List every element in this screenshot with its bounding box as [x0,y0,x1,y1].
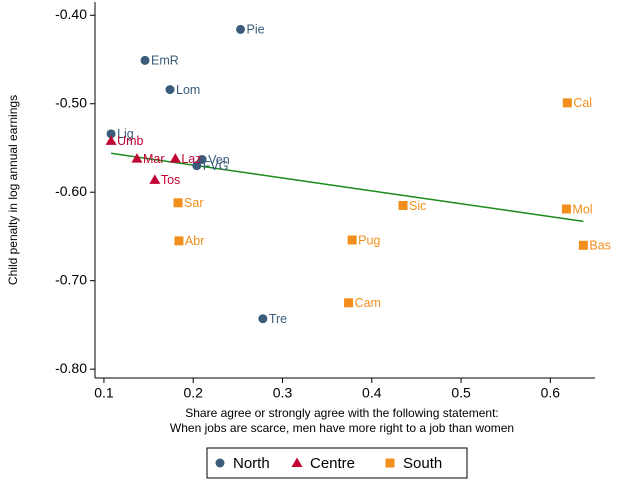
point [165,85,175,95]
point-label: Cal [573,96,592,110]
y-axis-title: Child penalty in log annual earnings [6,95,20,285]
point-label: Sar [184,196,203,210]
y-tick-label: -0.60 [55,183,87,199]
point-label: Pug [358,233,380,247]
legend-marker [385,458,395,468]
point [131,153,143,163]
y-tick-label: -0.50 [55,94,87,110]
x-tick-label: 0.5 [451,385,471,401]
point [106,129,116,139]
fit-line [110,152,584,223]
point [578,240,588,250]
plot-area [95,2,595,378]
point-label: Abr [185,234,204,248]
point [258,314,268,324]
legend-label: North [233,455,270,472]
x-axis-title: Share agree or strongly agree with the f… [185,406,499,420]
legend-label: South [403,455,442,472]
y-tick-label: -0.40 [55,6,87,22]
x-tick-label: 0.2 [183,385,203,401]
point-label: EmR [151,54,179,68]
x-tick-label: 0.6 [541,385,561,401]
point-label: Mar [143,152,165,166]
point-label: Lig [117,127,134,141]
point-label: Cam [355,296,381,310]
x-tick-label: 0.3 [273,385,293,401]
point [169,153,181,163]
point [347,235,357,245]
point [192,161,202,171]
point [561,204,571,214]
x-axis-title: When jobs are scarce, men have more righ… [170,421,514,435]
y-tick-label: -0.70 [55,271,87,287]
x-tick-label: 0.1 [94,385,114,401]
point [344,298,354,308]
point-label: Mol [572,202,592,216]
point [236,24,246,34]
legend-label: Centre [310,455,355,472]
point-label: Laz [181,152,201,166]
point-label: Umb [117,134,143,148]
point [105,135,117,145]
y-tick-label: -0.80 [55,360,87,376]
point-label: Sic [409,199,426,213]
x-tick-label: 0.4 [362,385,382,401]
point-label: Ven [208,153,230,167]
point-label: FVG [203,159,229,173]
point [173,198,183,208]
point-label: Lom [176,83,200,97]
point [197,154,207,164]
legend-marker [291,457,303,467]
point [562,98,572,108]
point-label: Pie [247,23,265,37]
point [398,200,408,210]
legend [206,447,468,479]
point [149,174,161,184]
legend-marker [215,458,225,468]
point-label: Tre [269,312,287,326]
point-label: Tos [161,173,180,187]
point [174,236,184,246]
point [140,55,150,65]
point-label: Bas [589,239,611,253]
